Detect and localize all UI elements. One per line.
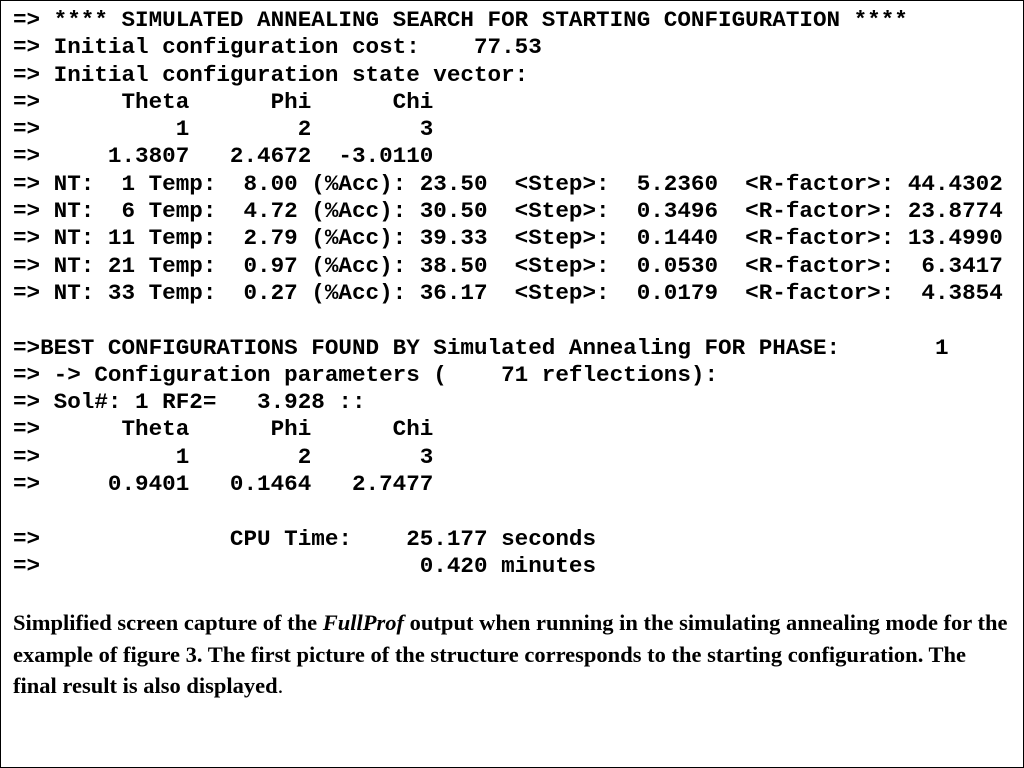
terminal-line-angle-headers: => Theta Phi Chi — [13, 88, 434, 115]
terminal-line-cpu-seconds: => CPU Time: 25.177 seconds — [13, 525, 597, 552]
terminal-line-state-vector-label: => Initial configuration state vector: — [13, 61, 529, 88]
terminal-line-header: => **** SIMULATED ANNEALING SEARCH FOR S… — [13, 7, 908, 33]
caption-text-after: output when running in the simulating an… — [13, 610, 1008, 698]
caption-period: . — [277, 673, 284, 698]
caption-program-name: FullProf — [322, 610, 405, 635]
terminal-line-final-angle-indices: => 1 2 3 — [13, 443, 434, 470]
terminal-line-solution: => Sol#: 1 RF2= 3.928 :: — [13, 389, 366, 416]
terminal-line-initial-cost: => Initial configuration cost: 77.53 — [13, 34, 542, 61]
terminal-line-nt-1: => NT: 1 Temp: 8.00 (%Acc): 23.50 <Step>… — [13, 170, 1003, 197]
terminal-output: => **** SIMULATED ANNEALING SEARCH FOR S… — [13, 7, 1003, 580]
terminal-line-final-values: => 0.9401 0.1464 2.7477 — [13, 471, 434, 498]
terminal-line-nt-11: => NT: 11 Temp: 2.79 (%Acc): 39.33 <Step… — [13, 225, 1003, 252]
figure-caption: Simplified screen capture of the FullPro… — [13, 607, 1013, 702]
terminal-line-nt-6: => NT: 6 Temp: 4.72 (%Acc): 30.50 <Step>… — [13, 198, 1003, 225]
terminal-line-blank-1 — [13, 307, 1003, 334]
terminal-line-nt-21: => NT: 21 Temp: 0.97 (%Acc): 38.50 <Step… — [13, 252, 1003, 279]
terminal-line-nt-33: => NT: 33 Temp: 0.27 (%Acc): 36.17 <Step… — [13, 279, 1003, 306]
terminal-line-initial-values: => 1.3807 2.4672 -3.0110 — [13, 143, 434, 170]
terminal-line-angle-indices: => 1 2 3 — [13, 116, 434, 143]
caption-text-before: Simplified screen capture of the — [13, 610, 323, 635]
terminal-line-configuration-parameters: => -> Configuration parameters ( 71 refl… — [13, 361, 719, 388]
terminal-line-cpu-minutes: => 0.420 minutes — [13, 552, 597, 579]
terminal-line-final-angle-headers: => Theta Phi Chi — [13, 416, 434, 443]
terminal-line-blank-2 — [13, 498, 1003, 525]
terminal-line-best-configurations: =>BEST CONFIGURATIONS FOUND BY Simulated… — [13, 334, 949, 361]
